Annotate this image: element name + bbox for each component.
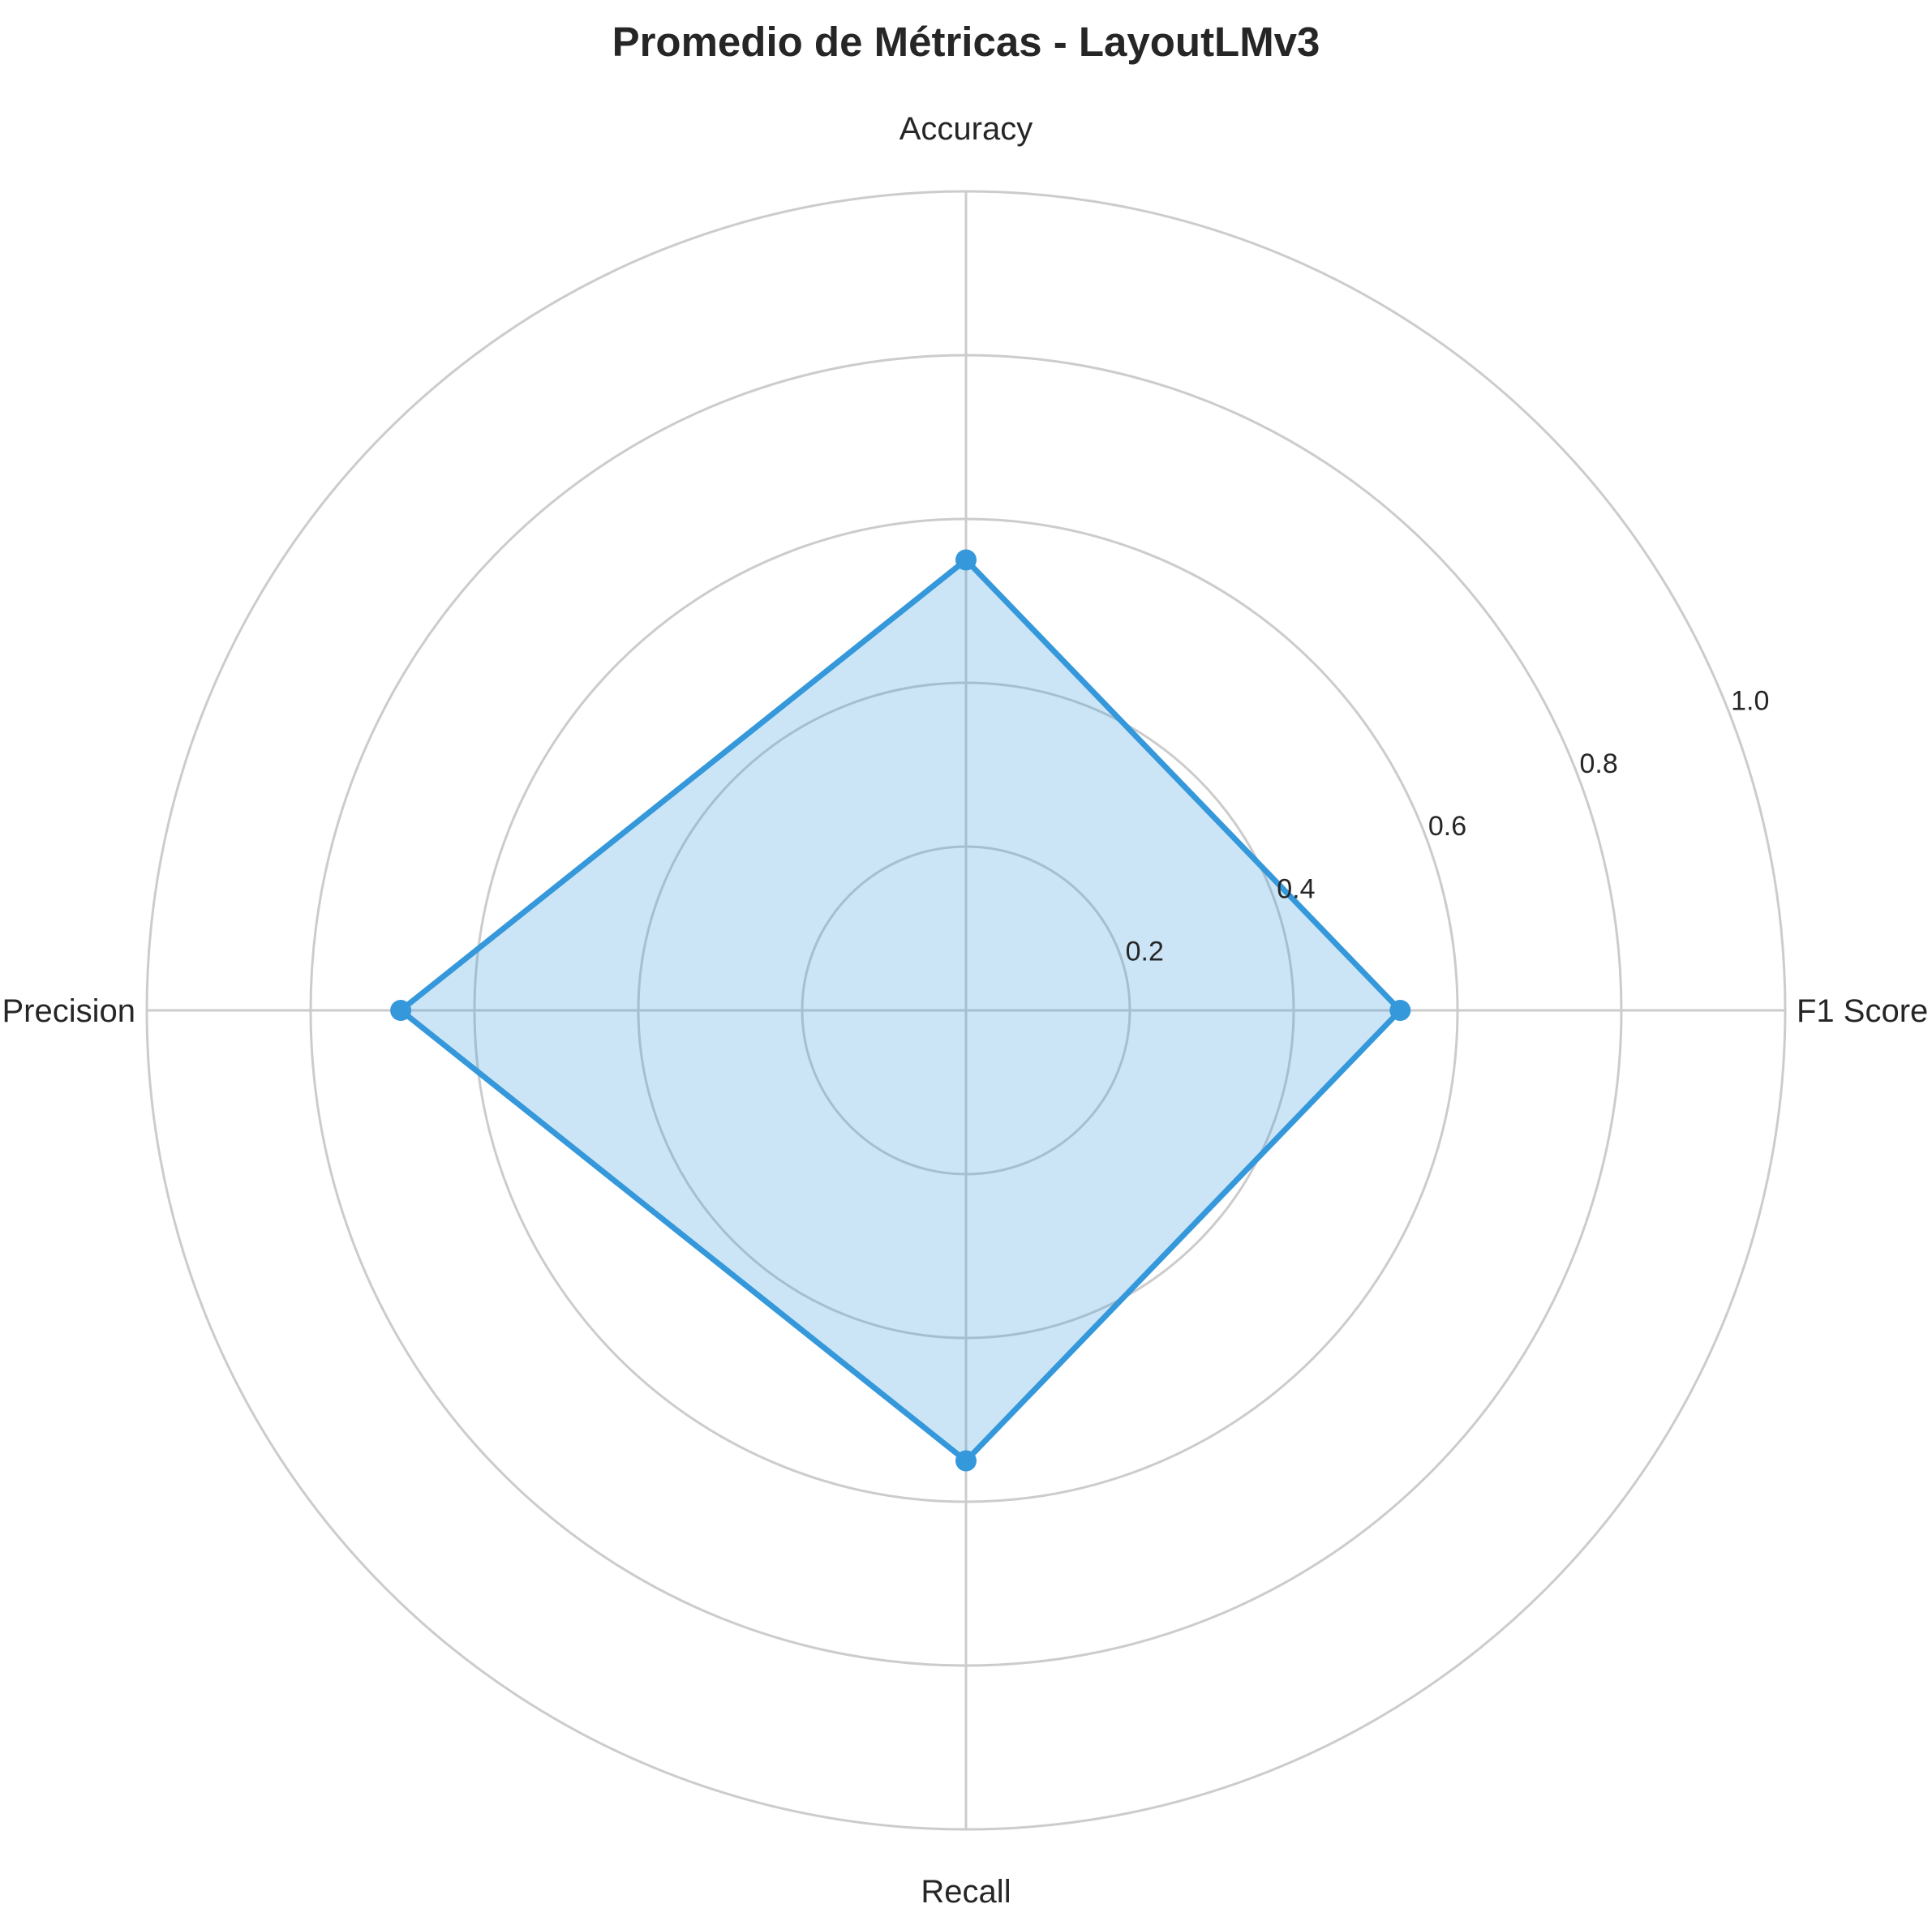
axis-label-f1-score: F1 Score [1797,993,1928,1029]
radial-tick-label: 0.2 [1126,937,1164,967]
grid [145,190,1787,1831]
radial-tick-label: 0.4 [1277,873,1315,904]
data-point-accuracy [955,549,977,571]
series-fill-area [401,560,1401,1461]
radial-tick-label: 0.8 [1579,748,1617,779]
data-point-recall [955,1450,977,1472]
axis-label-accuracy: Accuracy [899,111,1033,147]
axis-label-recall: Recall [921,1874,1011,1910]
data-point-precision [390,1000,412,1021]
labels: 0.2 0.4 0.6 0.8 1.0 Accuracy F1 Score Recall Pre… [2,111,1928,1910]
chart-title: Promedio de Métricas - LayoutLMv3 [612,19,1320,65]
data-point-f1-score [1389,1000,1411,1021]
radial-tick-label: 0.6 [1428,811,1466,842]
axis-label-precision: Precision [2,993,135,1029]
radial-tick-label: 1.0 [1731,685,1769,716]
data-layer [390,549,1411,1472]
